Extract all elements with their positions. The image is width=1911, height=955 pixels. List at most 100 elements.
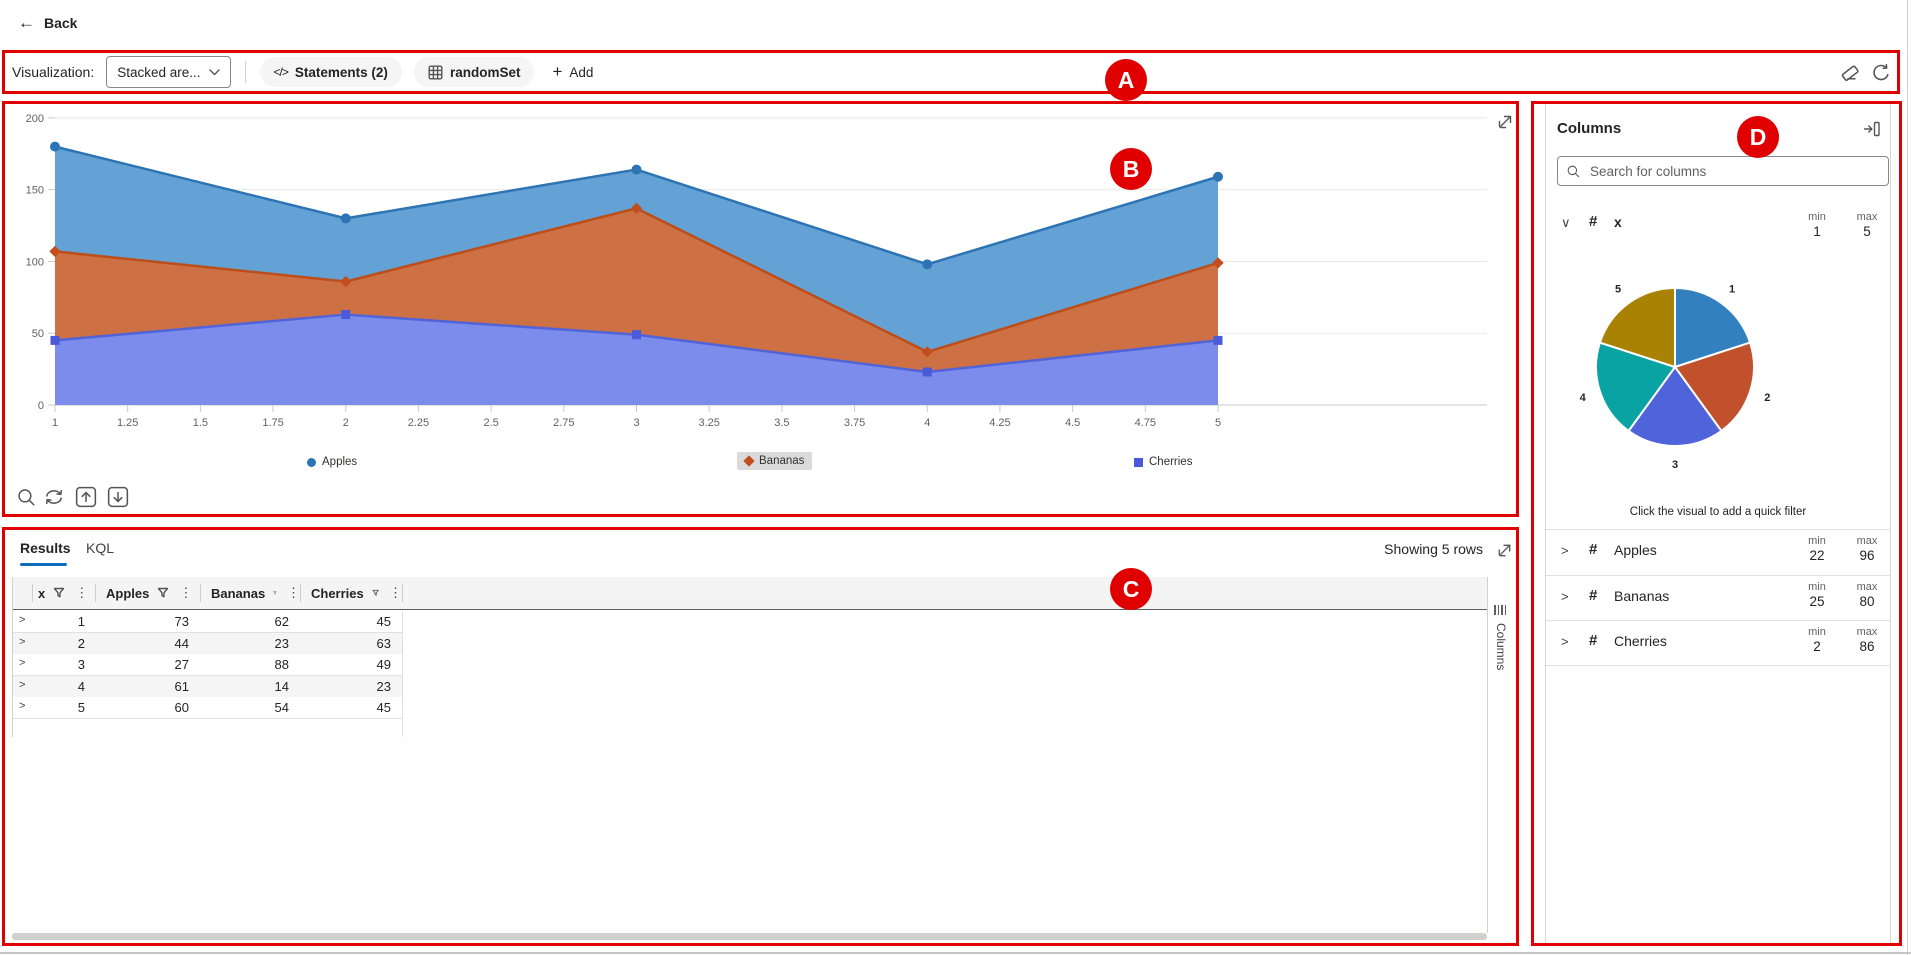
pie-slice-3[interactable] — [1627, 365, 1723, 447]
pie-slice-1[interactable] — [1674, 286, 1752, 369]
panel-right-border — [1890, 104, 1891, 946]
min-max-block: min 1 max 5 — [1796, 211, 1888, 239]
kebab-icon[interactable]: ⋮ — [75, 585, 89, 600]
chart-move-up-button[interactable] — [74, 485, 98, 509]
legend-item-apples[interactable]: Apples — [307, 456, 357, 468]
svg-text:2.5: 2.5 — [483, 417, 498, 429]
svg-text:4.25: 4.25 — [989, 417, 1010, 429]
visualization-type-dropdown[interactable]: Stacked are... — [106, 56, 231, 88]
add-button[interactable]: + Add — [546, 57, 599, 87]
column-header-apples[interactable]: Apples ⋮ — [106, 585, 193, 601]
cell-value: 5 — [77, 700, 85, 715]
legend-item-bananas[interactable]: Bananas — [737, 452, 813, 470]
circle-marker-icon — [307, 457, 316, 467]
expand-row-chevron-icon[interactable]: > — [19, 678, 26, 691]
filter-icon[interactable] — [372, 587, 379, 599]
chart-reset-button[interactable] — [42, 485, 66, 509]
kebab-icon[interactable]: ⋮ — [389, 585, 402, 600]
svg-text:1.5: 1.5 — [193, 417, 208, 429]
svg-text:5: 5 — [1215, 417, 1221, 429]
expand-results-button[interactable] — [1492, 538, 1516, 562]
back-label: Back — [44, 15, 78, 31]
columns-vertical-tab[interactable]: Columns — [1487, 577, 1514, 933]
expand-row-chevron-icon[interactable]: > — [19, 657, 26, 669]
svg-text:4: 4 — [924, 417, 930, 429]
expand-row-chevron-icon[interactable]: > — [19, 700, 26, 712]
column-item-name[interactable]: Bananas — [1614, 588, 1670, 604]
tab-results[interactable]: Results — [20, 540, 71, 556]
dataset-pill-label: randomSet — [449, 64, 521, 80]
x-distribution-pie-chart[interactable]: 1 2 3 4 5 — [1565, 262, 1795, 472]
svg-text:5: 5 — [1615, 284, 1621, 296]
table-row[interactable]: >1 73 62 45 — [13, 611, 402, 633]
cell-value: 23 — [274, 635, 289, 651]
expand-row-chevron-icon[interactable]: > — [19, 614, 26, 626]
numeric-type-icon: # — [1589, 632, 1598, 649]
svg-text:4.5: 4.5 — [1065, 417, 1080, 429]
pie-slice-2[interactable] — [1673, 341, 1755, 433]
table-row[interactable]: >3 27 88 49 — [13, 654, 402, 676]
annotation-badge-a: A — [1105, 59, 1147, 101]
add-label: Add — [569, 64, 594, 80]
table-row[interactable]: >5 60 54 45 — [13, 697, 402, 719]
filter-icon[interactable] — [273, 587, 277, 599]
page-right-border — [1907, 0, 1908, 955]
chart-zoom-button[interactable] — [14, 485, 38, 509]
legend-label: Bananas — [759, 455, 805, 467]
visualization-type-value: Stacked are... — [117, 64, 201, 80]
cell-value: 3 — [77, 657, 85, 672]
column-item-name[interactable]: Apples — [1614, 542, 1657, 558]
expand-row-chevron-icon[interactable]: > — [19, 635, 26, 648]
table-grid-icon — [428, 65, 443, 80]
cell-value: 23 — [376, 678, 391, 694]
svg-text:2: 2 — [343, 417, 349, 429]
horizontal-scrollbar[interactable] — [12, 933, 1487, 940]
filter-icon[interactable] — [157, 587, 169, 599]
column-header-x[interactable]: x ⋮ — [38, 585, 89, 601]
column-item-name[interactable]: Cherries — [1614, 633, 1667, 649]
pie-slice-5[interactable] — [1598, 286, 1676, 369]
statements-pill-button[interactable]: </> Statements (2) — [259, 57, 402, 87]
svg-text:100: 100 — [26, 256, 44, 268]
svg-text:1.75: 1.75 — [262, 417, 283, 429]
results-table-right-border — [402, 611, 403, 737]
cell-value: 63 — [376, 635, 391, 651]
chart-move-down-button[interactable] — [106, 485, 130, 509]
cell-value: 62 — [274, 614, 289, 629]
chevron-right-icon[interactable]: > — [1561, 589, 1569, 604]
svg-text:1.25: 1.25 — [117, 417, 138, 429]
chevron-down-icon[interactable]: ∨ — [1561, 215, 1571, 230]
back-button[interactable]: ← Back — [18, 13, 77, 33]
table-row[interactable]: >2 44 23 63 — [13, 632, 402, 655]
cell-value: 73 — [174, 614, 189, 629]
dataset-pill-button[interactable]: randomSet — [413, 57, 535, 87]
filter-icon[interactable] — [53, 587, 65, 599]
expand-chart-button[interactable] — [1493, 110, 1517, 134]
column-header-cherries[interactable]: Cherries ⋮ — [311, 585, 402, 601]
square-marker-icon — [1134, 457, 1143, 467]
chevron-right-icon[interactable]: > — [1561, 634, 1569, 649]
column-header-bananas[interactable]: Bananas ⋮ — [211, 585, 300, 601]
collapse-panel-button[interactable] — [1860, 117, 1884, 141]
svg-text:1: 1 — [1729, 284, 1735, 296]
pie-slice-4[interactable] — [1595, 341, 1677, 433]
back-arrow-icon: ← — [18, 13, 35, 32]
columns-search-input[interactable] — [1588, 162, 1880, 180]
table-row[interactable]: >4 61 14 23 — [13, 675, 402, 698]
kebab-icon[interactable]: ⋮ — [287, 585, 300, 600]
results-table-header: x ⋮ Apples ⋮ Bananas ⋮ Cherries ⋮ — [12, 577, 1487, 610]
clear-visualization-button[interactable] — [1838, 61, 1862, 85]
cell-value: 27 — [174, 657, 189, 672]
legend-item-cherries[interactable]: Cherries — [1134, 456, 1192, 468]
kebab-icon[interactable]: ⋮ — [179, 585, 193, 600]
expand-icon — [1498, 544, 1510, 556]
chevron-right-icon[interactable]: > — [1561, 543, 1569, 558]
quick-filter-hint: Click the visual to add a quick filter — [1629, 506, 1807, 518]
column-item-name[interactable]: x — [1614, 214, 1622, 230]
row-count-text: Showing 5 rows — [1384, 541, 1483, 557]
tab-kql[interactable]: KQL — [86, 540, 115, 556]
visualization-toolbar: Visualization: Stacked are... </> Statem… — [12, 56, 599, 88]
cell-value: 2 — [77, 635, 85, 651]
refresh-button[interactable] — [1869, 61, 1893, 85]
stacked-area-chart[interactable]: 0 50 100 150 200 1 1.25 1.5 1.75 2 2.25 2.5 2.75 3 3.2… — [8, 106, 1510, 442]
